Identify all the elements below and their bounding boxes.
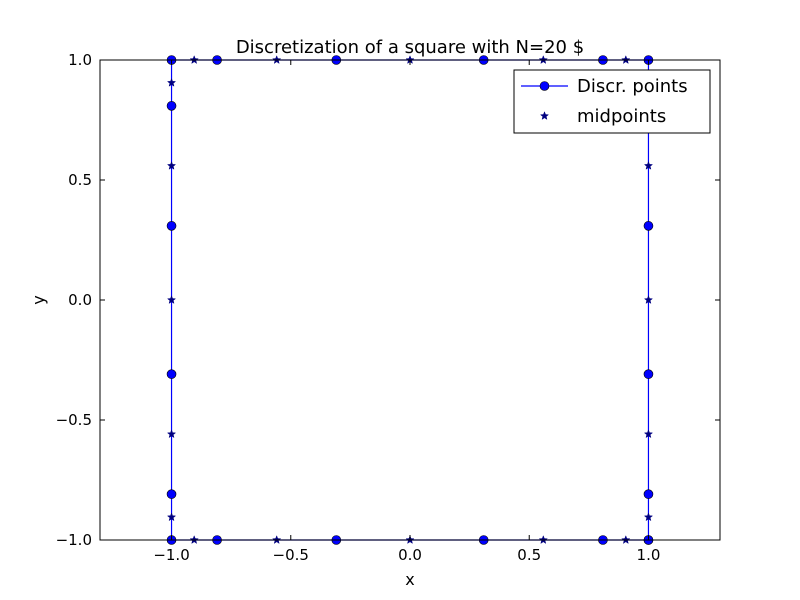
discr-point-marker <box>166 369 177 379</box>
discr-point-marker <box>643 221 654 231</box>
discr-point-marker <box>643 369 654 379</box>
y-tick-label: 0.5 <box>68 171 92 189</box>
x-tick-label: −1.0 <box>153 546 189 564</box>
x-tick-label: −0.5 <box>273 546 309 564</box>
midpoint-marker <box>643 160 654 170</box>
midpoint-marker <box>643 429 654 439</box>
discr-point-marker <box>643 489 654 499</box>
midpoint-marker <box>166 512 177 522</box>
y-tick-label: 0.0 <box>68 291 92 309</box>
midpoint-marker <box>166 77 177 87</box>
legend-label-midpoints: midpoints <box>577 106 666 127</box>
chart-title: Discretization of a square with N=20 $ <box>236 37 584 58</box>
y-tick-label: 1.0 <box>68 51 92 69</box>
y-tick-label: −1.0 <box>56 531 92 549</box>
discr-point-marker <box>166 489 177 499</box>
midpoint-marker <box>166 160 177 170</box>
discr-point-marker <box>166 101 177 111</box>
midpoint-marker <box>166 295 177 304</box>
legend-label-discr-points: Discr. points <box>577 76 688 97</box>
legend-marker-discr-points <box>539 81 550 91</box>
legend: Discr. points midpoints <box>513 69 711 134</box>
y-tick-label: −0.5 <box>56 411 92 429</box>
x-tick-label: 0.0 <box>398 546 422 564</box>
discr-point-marker <box>166 221 177 231</box>
midpoint-marker <box>643 512 654 522</box>
x-axis-label: x <box>405 570 414 589</box>
legend-box <box>513 69 711 134</box>
midpoint-marker <box>643 295 654 304</box>
axis-ticks: −1.0 −0.5 0.0 0.5 1.0 −1.0 −0.5 0.0 0.5 1.0 <box>56 51 720 564</box>
x-tick-label: 0.5 <box>517 546 541 564</box>
midpoint-marker <box>166 429 177 439</box>
x-tick-label: 1.0 <box>637 546 661 564</box>
legend-marker-midpoints <box>539 111 550 120</box>
y-axis-label: y <box>29 295 48 304</box>
